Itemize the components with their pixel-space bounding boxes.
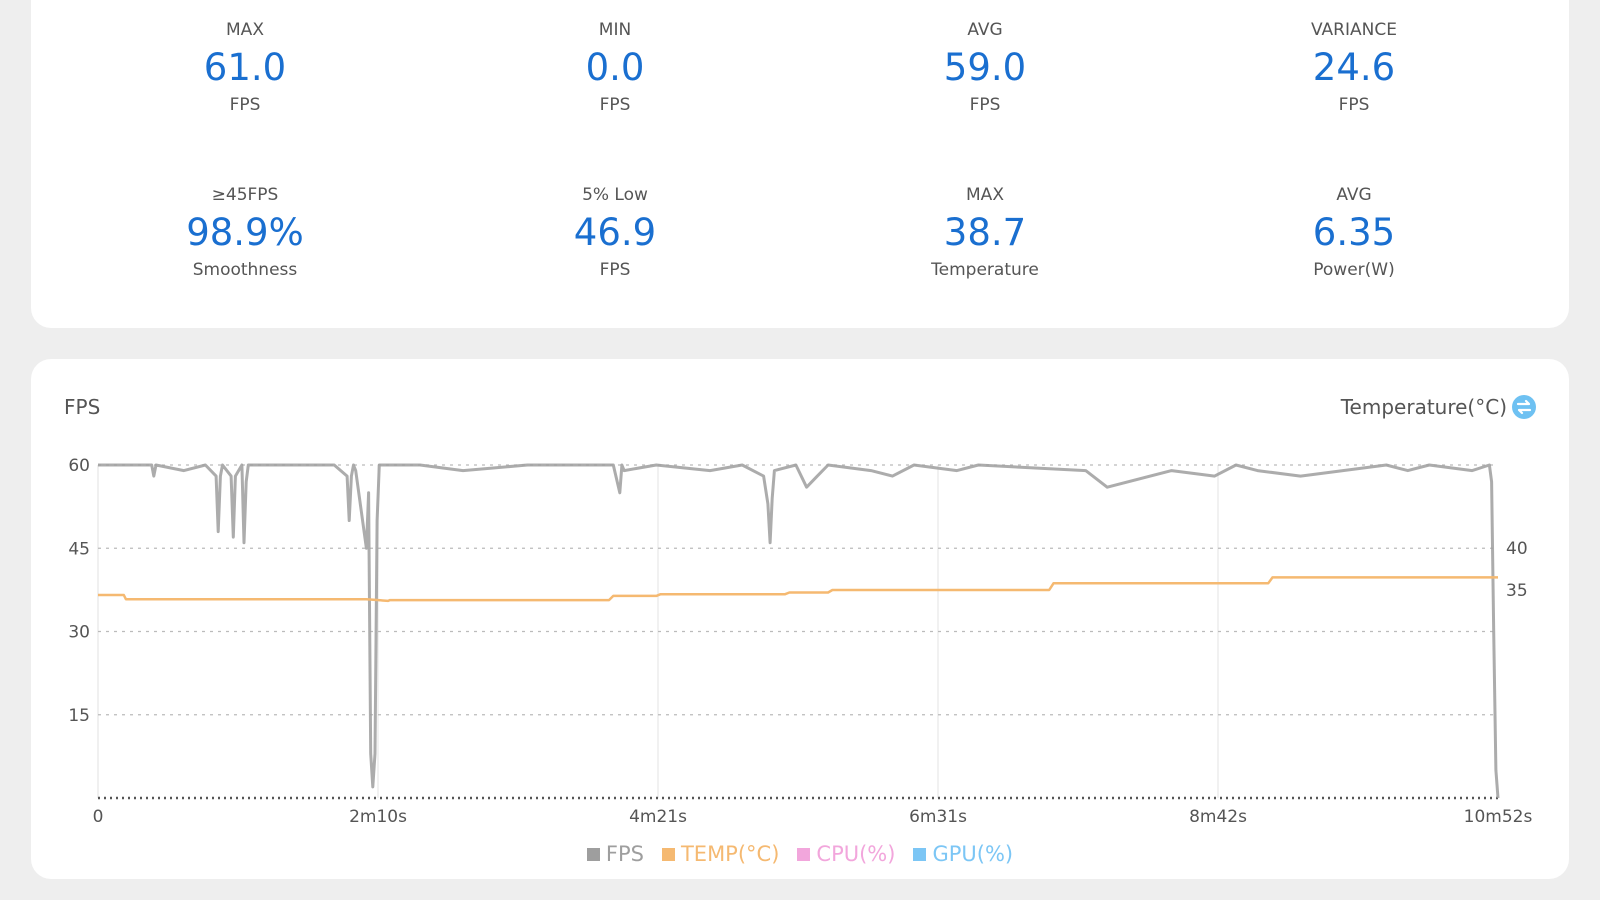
x-tick-label: 2m10s xyxy=(349,807,407,827)
stat-value: 46.9 xyxy=(573,211,657,254)
x-tick-label: 4m21s xyxy=(629,807,687,827)
legend-item-temp[interactable]: TEMP(°C) xyxy=(661,842,780,866)
x-tick-label: 6m31s xyxy=(909,807,967,827)
legend-item-gpu[interactable]: GPU(%) xyxy=(913,842,1013,866)
stat-label: MAX xyxy=(226,20,264,40)
stat-value: 24.6 xyxy=(1312,46,1396,89)
stat-label: MAX xyxy=(966,185,1004,205)
fps-series-line xyxy=(98,463,1500,799)
y-tick-label: 60 xyxy=(68,456,90,476)
stat-unit: Power(W) xyxy=(1313,260,1395,280)
legend-label-gpu: GPU(%) xyxy=(932,842,1014,866)
stat-label: MIN xyxy=(598,20,632,40)
stat-label: VARIANCE xyxy=(1311,20,1397,40)
stat-fps-5pct-low: 5% Low 46.9 FPS xyxy=(465,185,765,280)
legend-item-cpu[interactable]: CPU(%) xyxy=(797,842,895,866)
legend-swatch-fps xyxy=(586,847,600,861)
legend-label-cpu: CPU(%) xyxy=(816,842,896,866)
stat-value: 38.7 xyxy=(943,211,1027,254)
stat-smoothness: ≥45FPS 98.9% Smoothness xyxy=(95,185,395,280)
temperature-series-line xyxy=(98,576,1498,603)
stat-value: 6.35 xyxy=(1312,211,1396,254)
stat-temperature-max: MAX 38.7 Temperature xyxy=(835,185,1135,280)
stat-unit: FPS xyxy=(229,95,261,115)
stat-value: 59.0 xyxy=(943,46,1027,89)
stat-label: AVG xyxy=(967,20,1003,40)
legend-swatch-gpu xyxy=(913,847,927,861)
swap-icon[interactable] xyxy=(1512,395,1536,419)
legend-item-fps[interactable]: FPS xyxy=(586,842,644,866)
x-tick-label: 8m42s xyxy=(1189,807,1247,827)
legend-swatch-temp xyxy=(661,847,675,861)
stat-value: 0.0 xyxy=(585,46,645,89)
y2-tick-label: 35 xyxy=(1506,581,1528,601)
stats-card xyxy=(31,0,1569,328)
stat-unit: Temperature xyxy=(931,260,1039,280)
stat-fps-max: MAX 61.0 FPS xyxy=(95,20,395,115)
chart-right-axis-title: Temperature(°C) xyxy=(1340,395,1507,419)
stat-power-avg: AVG 6.35 Power(W) xyxy=(1204,185,1504,280)
y-tick-label: 30 xyxy=(68,623,90,643)
stat-fps-min: MIN 0.0 FPS xyxy=(465,20,765,115)
stat-label: AVG xyxy=(1336,185,1372,205)
stat-value: 61.0 xyxy=(203,46,287,89)
chart-card xyxy=(31,359,1569,879)
y-tick-label: 45 xyxy=(68,539,90,559)
legend-swatch-cpu xyxy=(797,847,811,861)
stat-unit: FPS xyxy=(599,260,631,280)
swap-icon-glyph xyxy=(1516,399,1532,415)
stat-unit: FPS xyxy=(599,95,631,115)
legend-label-fps: FPS xyxy=(605,842,644,866)
y2-tick-label: 40 xyxy=(1506,539,1528,559)
y-tick-label: 15 xyxy=(68,706,90,726)
stat-unit: FPS xyxy=(1338,95,1370,115)
stat-value: 98.9% xyxy=(186,211,304,254)
stat-label: 5% Low xyxy=(582,185,648,205)
stat-fps-variance: VARIANCE 24.6 FPS xyxy=(1204,20,1504,115)
x-tick-label: 10m52s xyxy=(1464,807,1533,827)
x-tick-label: 0 xyxy=(93,807,104,827)
stat-label: ≥45FPS xyxy=(211,185,279,205)
stat-unit: FPS xyxy=(969,95,1001,115)
legend-label-temp: TEMP(°C) xyxy=(680,842,780,866)
stat-unit: Smoothness xyxy=(192,260,298,280)
chart-legend: FPS TEMP(°C) CPU(%) GPU(%) xyxy=(0,842,1600,866)
stat-fps-avg: AVG 59.0 FPS xyxy=(835,20,1135,115)
chart-left-axis-title: FPS xyxy=(64,395,101,419)
